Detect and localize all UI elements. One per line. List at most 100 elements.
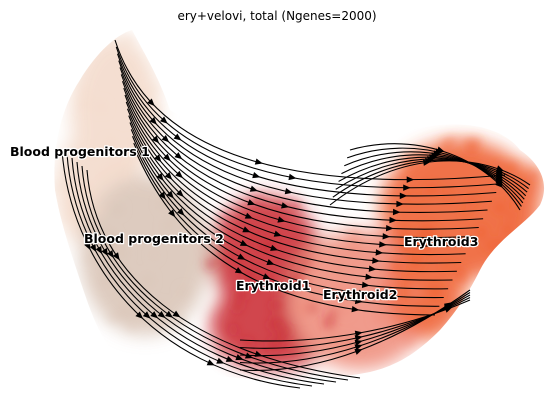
stream-arrowhead [252,172,261,179]
cell-point [147,112,159,123]
cell-point [525,241,532,248]
stream-arrowhead [358,289,367,297]
cell-point [252,282,259,290]
cell-point [348,229,360,241]
cell-point [101,172,112,183]
cell-point [403,335,414,346]
cell-point [105,139,116,150]
stream-arrowhead [273,230,282,237]
stream-arrowhead [112,252,120,261]
streamline [125,101,466,256]
cell-point [492,239,504,251]
cell-point [235,289,246,301]
cell-point [85,254,92,262]
streamline [66,153,313,387]
cell-point [268,320,278,330]
cell-point [232,302,242,312]
cell-point [249,231,259,241]
stream-arrowhead [147,98,155,107]
cell-point [205,258,216,270]
stream-arrowhead [354,335,363,342]
cell-point [530,170,540,180]
cell-point [400,242,412,254]
cell-point [134,289,143,297]
stream-arrowhead [234,267,243,274]
cell-point [117,307,130,320]
stream-arrowhead [406,176,415,183]
cell-point [179,287,189,297]
cell-point [279,325,291,337]
cell-point [163,220,174,231]
stream-arrowhead [165,310,174,318]
stream-arrowhead [101,248,108,257]
cell-point [443,190,452,199]
streamline [119,67,488,213]
stream-arrowhead [385,224,394,232]
cell-point [323,316,335,329]
stream-arrowhead [399,192,408,200]
streamline [344,151,524,204]
streamline [124,94,471,247]
stream-arrowhead [375,249,384,256]
cell-point [448,136,457,145]
cluster-labels: Blood progenitors 1 Blood progenitors 2 Er… [9,143,480,304]
streamline [129,122,453,281]
streamline [61,149,301,389]
cell-point [158,198,169,209]
cell-point [118,269,130,281]
chart-title: ery+velovi, total (Ngenes=2000) [177,9,377,23]
stream-arrowhead [365,273,374,280]
cell-point [462,137,471,146]
stream-arrowhead [164,172,173,180]
stream-arrowhead [354,297,363,305]
cell-point [373,313,383,323]
cell-point [407,193,415,201]
stream-arrowhead [89,243,97,253]
stream-arrowhead [225,355,234,362]
stream-arrowhead [173,133,182,141]
stream-arrowhead [150,311,159,319]
stream-arrowhead [142,311,151,319]
cell-point [297,306,308,317]
streamline [116,53,497,197]
cluster-label: Erythroid1 [236,278,310,293]
cell-point [219,256,225,263]
stream-arrowhead [277,216,286,223]
cell-point [96,102,106,112]
streamline [114,39,506,181]
streamline [123,87,475,239]
cell-point [458,277,467,286]
cell-point [429,285,442,298]
stream-arrowhead [368,265,377,272]
stream-arrowhead [168,209,176,218]
stream-arrowhead [107,250,114,259]
cell-point [121,158,132,169]
stream-arrowhead [161,134,170,143]
cell-point [106,234,118,246]
cell-point [142,274,153,286]
streamline [349,143,521,211]
cell-point [276,316,285,325]
cell-point [494,202,505,213]
stream-arrowhead [444,302,453,310]
stream-arrowhead [156,172,164,181]
cell-point [335,264,344,273]
stream-arrowhead [244,212,253,219]
cell-point [99,277,109,287]
stream-arrowhead [266,258,275,265]
cell-point [505,161,518,173]
stream-arrowhead [249,185,258,192]
stream-arrowhead [157,310,166,319]
cell-point [115,205,123,213]
stream-arrowhead [159,116,168,124]
stream-arrowhead [361,281,370,289]
streamline [130,129,449,290]
cell-point [385,279,394,287]
stream-arrowhead [392,208,401,216]
stream-arrowhead [396,200,404,208]
stream-arrowhead [176,189,184,197]
stream-arrowhead [281,202,290,209]
stream-arrowhead [95,246,103,255]
cell-point [271,299,283,311]
